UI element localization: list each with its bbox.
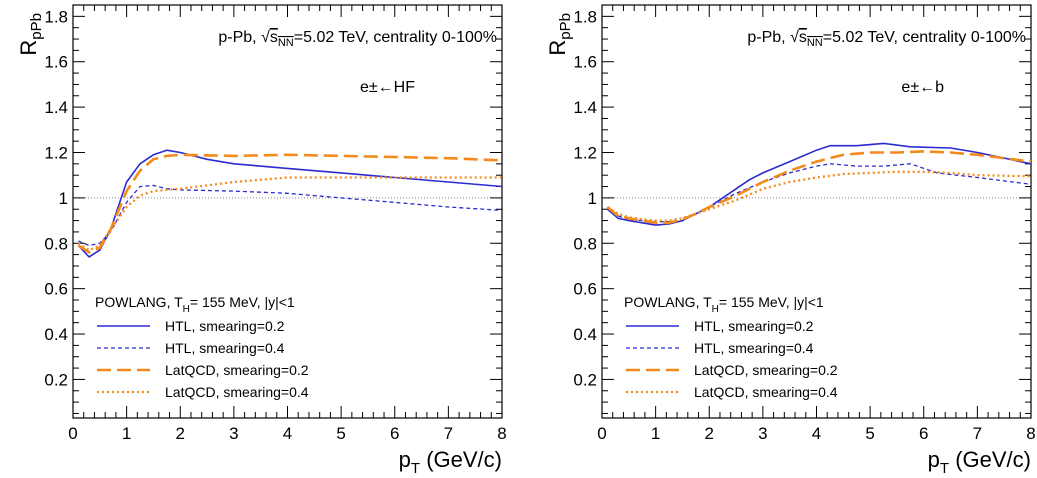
y-tick-label: 1.8 xyxy=(44,7,68,26)
annotation-energy: =5.02 TeV, centrality 0-100% xyxy=(294,29,497,46)
y-tick-label: 0.4 xyxy=(573,325,597,344)
legend-header-post: = 155 MeV, |y|<1 xyxy=(719,294,824,310)
legend-header-post: = 155 MeV, |y|<1 xyxy=(190,294,295,310)
x-tick-label: 0 xyxy=(597,424,606,443)
system-annotation: p-Pb, √sNN=5.02 TeV, centrality 0-100% xyxy=(218,29,497,49)
legend-header: POWLANG, TH= 155 MeV, |y|<1 xyxy=(95,294,295,315)
y-tick-label: 1 xyxy=(588,189,597,208)
x-tick-label: 8 xyxy=(1026,424,1035,443)
series-line-3 xyxy=(77,153,503,254)
series-line-3 xyxy=(606,150,1032,225)
y-tick-label: 1.8 xyxy=(573,7,597,26)
x-axis-title-sub: T xyxy=(940,460,949,477)
series-line-4 xyxy=(77,176,502,252)
x-tick-label: 7 xyxy=(444,424,453,443)
series-line-1 xyxy=(606,142,1032,226)
annotation-energy: =5.02 TeV, centrality 0-100% xyxy=(823,29,1026,46)
y-tick-label: 0.8 xyxy=(573,234,597,253)
x-tick-label: 4 xyxy=(812,424,821,443)
y-tick-label: 1 xyxy=(59,189,68,208)
y-axis-title-sub: pPb xyxy=(28,13,45,40)
y-tick-label: 0.6 xyxy=(44,280,68,299)
sqrt-sign: √ xyxy=(257,29,270,46)
y-tick-label: 0.2 xyxy=(573,370,597,389)
legend-label-1: HTL, smearing=0.2 xyxy=(165,318,285,334)
sqrt-sign: √ xyxy=(786,29,799,46)
x-axis-title-main: p xyxy=(399,447,411,472)
annotation-sqrt-s: s xyxy=(799,29,807,46)
annotation-system: p-Pb, xyxy=(747,29,785,46)
x-tick-label: 6 xyxy=(390,424,399,443)
y-axis-title-main: R xyxy=(16,40,41,56)
annotation-system: p-Pb, xyxy=(218,29,256,46)
x-tick-label: 2 xyxy=(705,424,714,443)
y-axis-title: RpPb xyxy=(16,13,45,56)
x-tick-label: 3 xyxy=(758,424,767,443)
x-tick-label: 8 xyxy=(497,424,506,443)
legend-header-pre: POWLANG, T xyxy=(624,294,712,310)
plot-frame xyxy=(72,4,503,419)
legend-label-3: LatQCD, smearing=0.2 xyxy=(694,362,838,378)
x-tick-label: 5 xyxy=(336,424,345,443)
annotation-sqrt-sub: NN xyxy=(278,37,294,49)
y-tick-label: 1.2 xyxy=(573,144,597,163)
legend-header-sub: H xyxy=(712,304,719,315)
y-axis-title-main: R xyxy=(545,40,570,56)
system-annotation: p-Pb, √sNN=5.02 TeV, centrality 0-100% xyxy=(747,29,1026,49)
legend-label-3: LatQCD, smearing=0.2 xyxy=(165,362,309,378)
x-axis-title: pT (GeV/c) xyxy=(399,447,502,477)
x-tick-label: 1 xyxy=(122,424,131,443)
legend-label-2: HTL, smearing=0.4 xyxy=(694,340,814,356)
legend-header-pre: POWLANG, T xyxy=(95,294,183,310)
particle-label: e±←b xyxy=(901,79,944,96)
x-tick-label: 4 xyxy=(283,424,292,443)
particle-label: e±←HF xyxy=(360,79,415,96)
legend-label-1: HTL, smearing=0.2 xyxy=(694,318,814,334)
y-tick-label: 0.6 xyxy=(573,280,597,299)
series-line-1 xyxy=(77,149,503,258)
x-axis-title-unit: (GeV/c) xyxy=(949,447,1031,472)
x-tick-label: 7 xyxy=(973,424,982,443)
x-axis-title-sub: T xyxy=(411,460,420,477)
x-tick-label: 2 xyxy=(176,424,185,443)
series-line-4 xyxy=(606,170,1032,222)
x-axis-title-unit: (GeV/c) xyxy=(420,447,502,472)
legend-label-2: HTL, smearing=0.4 xyxy=(165,340,285,356)
x-axis-title: pT (GeV/c) xyxy=(928,447,1031,477)
y-tick-label: 0.8 xyxy=(44,234,68,253)
plot-frame xyxy=(601,4,1032,419)
x-axis-title-main: p xyxy=(928,447,940,472)
x-tick-label: 5 xyxy=(865,424,874,443)
y-tick-label: 0.4 xyxy=(44,325,68,344)
annotation-sqrt-s: s xyxy=(270,29,278,46)
series-line-2 xyxy=(606,163,1032,223)
y-tick-label: 1.2 xyxy=(44,144,68,163)
y-tick-label: 1.4 xyxy=(44,98,68,117)
y-axis-title-sub: pPb xyxy=(557,13,574,40)
legend-label-4: LatQCD, smearing=0.4 xyxy=(694,384,838,400)
y-tick-label: 1.6 xyxy=(573,53,597,72)
x-tick-label: 0 xyxy=(68,424,77,443)
y-axis-title: RpPb xyxy=(545,13,574,56)
x-tick-label: 3 xyxy=(229,424,238,443)
y-tick-label: 1.4 xyxy=(573,98,597,117)
x-tick-label: 6 xyxy=(919,424,928,443)
y-tick-label: 1.6 xyxy=(44,53,68,72)
annotation-sqrt-sub: NN xyxy=(807,37,823,49)
x-tick-label: 1 xyxy=(651,424,660,443)
legend-header: POWLANG, TH= 155 MeV, |y|<1 xyxy=(624,294,824,315)
y-tick-label: 0.2 xyxy=(44,370,68,389)
legend-label-4: LatQCD, smearing=0.4 xyxy=(165,384,309,400)
legend-header-sub: H xyxy=(183,304,190,315)
